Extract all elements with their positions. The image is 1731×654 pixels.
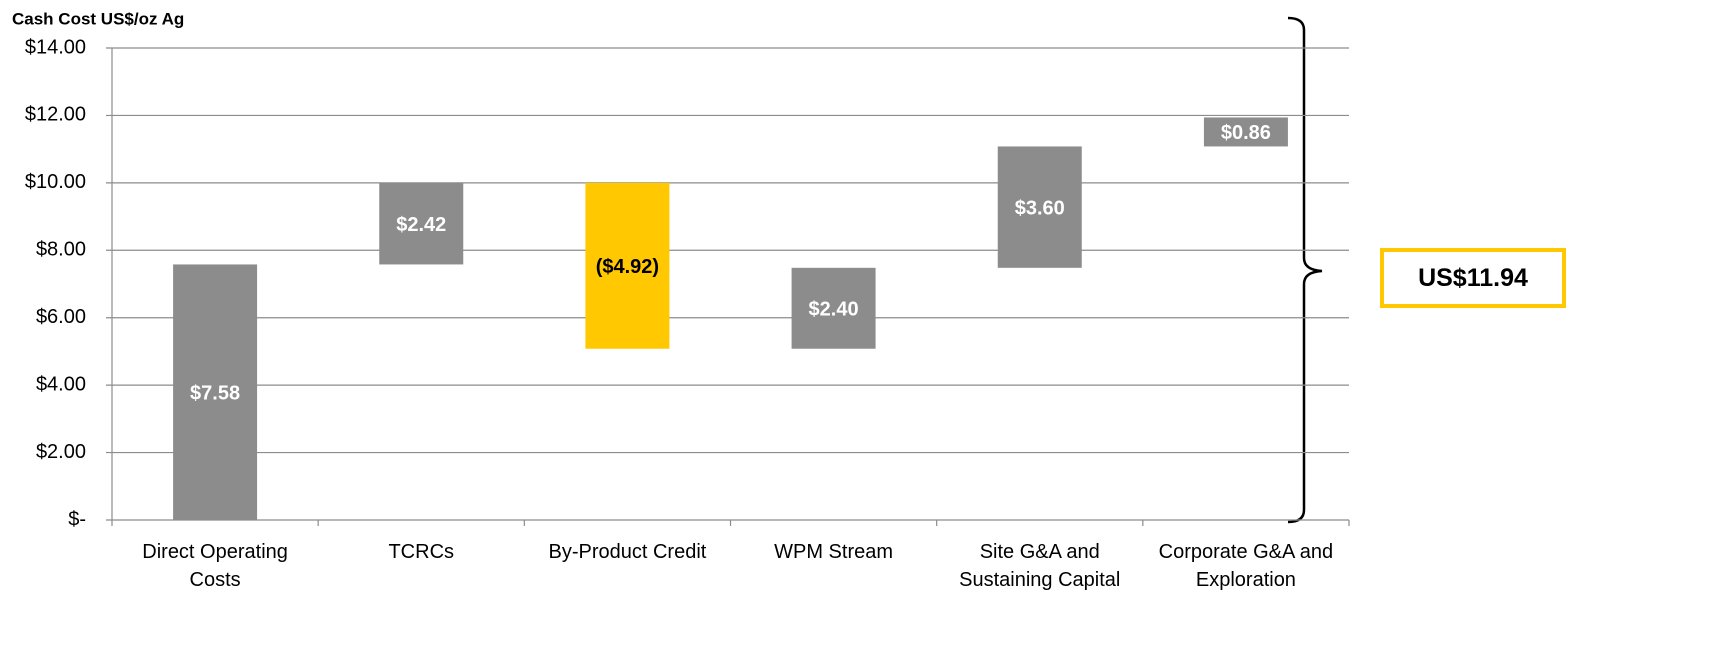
y-tick-label: $12.00 [25, 104, 86, 126]
y-tick-label: $8.00 [36, 239, 86, 261]
x-tick-label: WPM Stream [774, 541, 894, 563]
value-label: $0.86 [1221, 122, 1271, 144]
value-label: $7.58 [190, 383, 240, 405]
value-label: $2.40 [809, 299, 859, 321]
x-tick-label: Corporate G&A and Exploration [1158, 541, 1334, 591]
y-axis-label: Cash Cost US$/oz Ag [12, 9, 184, 28]
y-tick-label: $4.00 [36, 373, 86, 395]
value-label: $2.42 [396, 214, 446, 236]
bar [791, 267, 876, 349]
bar [1203, 117, 1288, 147]
total-box: US$11.94 [1380, 248, 1566, 308]
value-label: ($4.92) [596, 256, 659, 278]
bar [379, 182, 464, 265]
y-tick-label: $- [68, 508, 86, 530]
bar [173, 264, 258, 520]
y-tick-label: $14.00 [25, 36, 86, 58]
x-tick-label: By-Product Credit [548, 541, 707, 563]
y-tick-label: $2.00 [36, 441, 86, 463]
brace [1287, 16, 1323, 524]
x-tick-label: Direct Operating Costs [142, 541, 288, 591]
y-tick-label: $6.00 [36, 306, 86, 328]
bar [997, 146, 1082, 268]
bar [585, 182, 670, 349]
value-label: $3.60 [1015, 197, 1065, 219]
x-tick-label: TCRCs [388, 541, 455, 563]
y-tick-label: $10.00 [25, 171, 86, 193]
x-tick-label: Site G&A and Sustaining Capital [959, 541, 1121, 591]
